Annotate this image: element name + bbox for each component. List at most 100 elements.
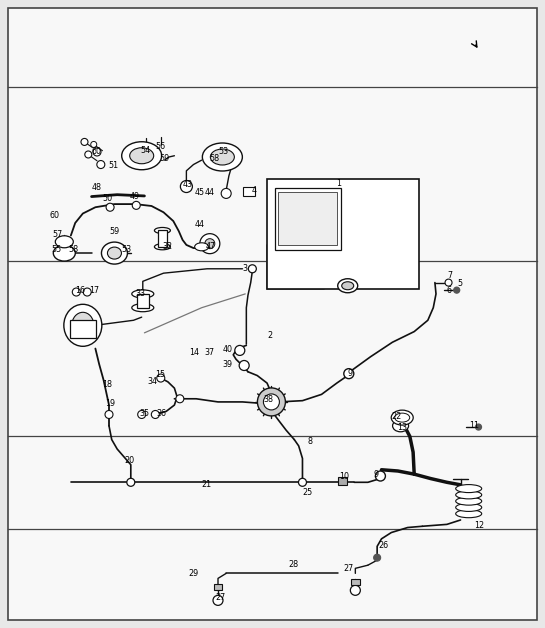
Text: 59: 59	[109, 227, 119, 236]
Circle shape	[106, 203, 114, 211]
Text: 33: 33	[135, 289, 145, 298]
Circle shape	[157, 374, 165, 382]
Text: 44: 44	[195, 220, 205, 229]
Circle shape	[97, 161, 105, 168]
Ellipse shape	[55, 236, 74, 248]
Ellipse shape	[342, 282, 354, 290]
Bar	[158, 230, 167, 247]
Text: 19: 19	[105, 399, 116, 408]
Bar	[137, 294, 149, 308]
Bar	[351, 579, 360, 585]
Bar	[275, 188, 341, 250]
Text: 29: 29	[188, 570, 198, 578]
Bar	[70, 320, 96, 338]
Ellipse shape	[210, 149, 234, 165]
Text: 27: 27	[343, 564, 354, 573]
Ellipse shape	[195, 243, 209, 251]
Circle shape	[81, 138, 88, 146]
Circle shape	[213, 595, 223, 605]
Ellipse shape	[202, 143, 243, 171]
Circle shape	[453, 287, 460, 293]
Circle shape	[344, 369, 354, 379]
Circle shape	[105, 411, 113, 418]
Text: 32: 32	[162, 242, 173, 251]
Circle shape	[475, 424, 482, 430]
Text: 45: 45	[195, 188, 205, 197]
Text: 14: 14	[189, 349, 199, 357]
Circle shape	[72, 288, 80, 296]
Text: 11: 11	[469, 421, 479, 430]
Circle shape	[138, 411, 146, 418]
Circle shape	[374, 554, 380, 561]
Text: 7: 7	[447, 271, 452, 279]
Text: 58: 58	[68, 245, 78, 254]
Circle shape	[176, 395, 184, 403]
Circle shape	[85, 151, 92, 158]
Text: 56: 56	[155, 143, 166, 151]
Text: 18: 18	[102, 381, 112, 389]
Text: 15: 15	[155, 371, 165, 379]
Circle shape	[249, 265, 256, 273]
Circle shape	[200, 234, 220, 254]
Bar	[243, 187, 255, 196]
Ellipse shape	[64, 305, 102, 346]
Circle shape	[299, 479, 306, 486]
Ellipse shape	[53, 245, 75, 261]
Circle shape	[235, 345, 245, 355]
Ellipse shape	[456, 485, 482, 492]
Text: 26: 26	[379, 541, 389, 550]
Text: 21: 21	[202, 480, 212, 489]
Bar	[338, 477, 347, 485]
Text: 37: 37	[204, 349, 215, 357]
Text: 50: 50	[102, 194, 113, 203]
Text: 9: 9	[348, 369, 353, 378]
Circle shape	[376, 471, 385, 481]
Text: 27: 27	[215, 593, 226, 602]
Ellipse shape	[456, 497, 482, 505]
Circle shape	[350, 585, 360, 595]
Circle shape	[132, 202, 140, 209]
Text: 59: 59	[160, 154, 170, 163]
Ellipse shape	[456, 504, 482, 511]
Text: 20: 20	[124, 456, 135, 465]
Text: 44: 44	[204, 188, 214, 197]
Text: 53: 53	[218, 148, 228, 156]
Text: 51: 51	[108, 161, 118, 170]
Circle shape	[180, 180, 192, 193]
Ellipse shape	[392, 420, 409, 432]
Bar	[278, 192, 337, 245]
Ellipse shape	[130, 148, 154, 164]
Text: 57: 57	[52, 230, 63, 239]
Text: 12: 12	[474, 521, 485, 529]
Ellipse shape	[391, 410, 413, 425]
Text: 38: 38	[263, 395, 273, 404]
Ellipse shape	[154, 227, 171, 234]
Ellipse shape	[132, 304, 154, 311]
Circle shape	[445, 279, 452, 286]
Text: 16: 16	[75, 286, 85, 295]
Ellipse shape	[338, 279, 358, 293]
Text: 53: 53	[121, 245, 131, 254]
Text: 4: 4	[251, 187, 256, 195]
Bar	[214, 584, 222, 590]
Circle shape	[221, 188, 231, 198]
Circle shape	[239, 360, 249, 371]
Circle shape	[263, 394, 280, 410]
Text: 1: 1	[336, 179, 341, 188]
Ellipse shape	[107, 247, 122, 259]
Text: 34: 34	[147, 377, 157, 386]
Bar	[267, 179, 419, 289]
Text: 36: 36	[156, 409, 166, 418]
Text: 39: 39	[222, 360, 233, 369]
Text: 28: 28	[289, 560, 299, 569]
Text: 8: 8	[308, 437, 313, 446]
Ellipse shape	[395, 413, 410, 422]
Circle shape	[93, 148, 101, 156]
Text: 60: 60	[49, 211, 59, 220]
Text: 43: 43	[183, 180, 192, 188]
Text: 13: 13	[397, 423, 407, 431]
Text: 22: 22	[391, 413, 402, 421]
Text: 6: 6	[447, 286, 452, 295]
Text: 10: 10	[339, 472, 349, 480]
Ellipse shape	[132, 290, 154, 298]
